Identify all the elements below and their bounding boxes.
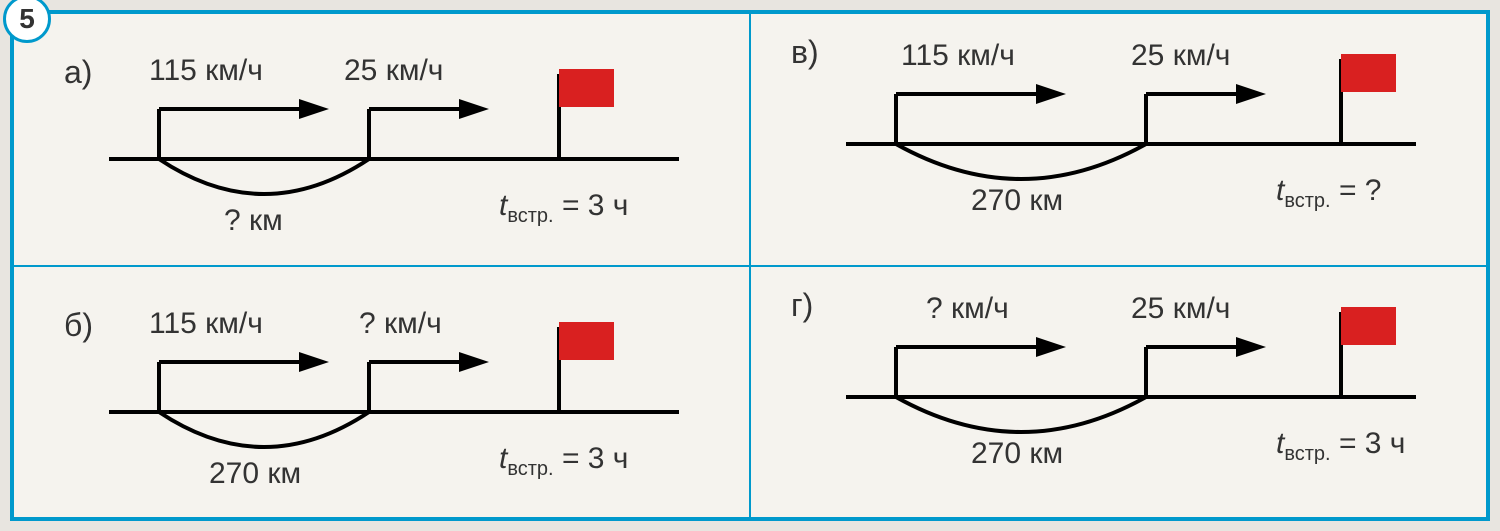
diagram-svg-g <box>776 282 1476 522</box>
time-val-g: = 3 ч <box>1339 427 1406 460</box>
speed2-b: ? км/ч <box>359 307 442 341</box>
time-sub-g: встр. <box>1284 443 1330 465</box>
speed1-b: 115 км/ч <box>149 307 263 341</box>
problem-grid: 5 а) 115 км/ч 25 км/ <box>10 10 1490 521</box>
time-val-b: = 3 ч <box>562 442 629 475</box>
speed1-g: ? км/ч <box>926 292 1009 326</box>
diagram-a: 115 км/ч 25 км/ч ? км tвстр. = 3 ч <box>39 29 724 250</box>
diagram-v: 115 км/ч 25 км/ч 270 км tвстр. = ? <box>776 29 1461 250</box>
time-v: tвстр. = ? <box>1276 174 1381 213</box>
diagram-b: 115 км/ч ? км/ч 270 км tвстр. = 3 ч <box>39 282 724 503</box>
distance-v: 270 км <box>971 184 1063 218</box>
time-sub-b: встр. <box>507 458 553 480</box>
distance-a: ? км <box>224 204 283 238</box>
time-g: tвстр. = 3 ч <box>1276 427 1405 466</box>
cell-g: г) ? км/ч 25 км/ч 270 км tвстр. = 3 ч <box>750 266 1487 519</box>
speed2-v: 25 км/ч <box>1131 39 1230 73</box>
time-val-a: = 3 ч <box>562 189 629 222</box>
problem-number: 5 <box>19 3 35 35</box>
cell-v: в) 115 км/ч 25 км/ч 270 км tвстр. = ? <box>750 13 1487 266</box>
distance-g: 270 км <box>971 437 1063 471</box>
time-val-v: = ? <box>1339 174 1382 207</box>
speed1-v: 115 км/ч <box>901 39 1015 73</box>
speed2-a: 25 км/ч <box>344 54 443 88</box>
diagram-svg-v <box>776 29 1476 269</box>
cell-b: б) 115 км/ч ? км/ч 270 км tвстр. = 3 ч <box>13 266 750 519</box>
speed2-g: 25 км/ч <box>1131 292 1230 326</box>
time-sub-v: встр. <box>1284 190 1330 212</box>
cell-a: а) 115 км/ч 25 км/ч ? км <box>13 13 750 266</box>
time-a: tвстр. = 3 ч <box>499 189 628 228</box>
time-sub-a: встр. <box>507 205 553 227</box>
time-b: tвстр. = 3 ч <box>499 442 628 481</box>
diagram-g: ? км/ч 25 км/ч 270 км tвстр. = 3 ч <box>776 282 1461 503</box>
distance-b: 270 км <box>209 457 301 491</box>
speed1-a: 115 км/ч <box>149 54 263 88</box>
